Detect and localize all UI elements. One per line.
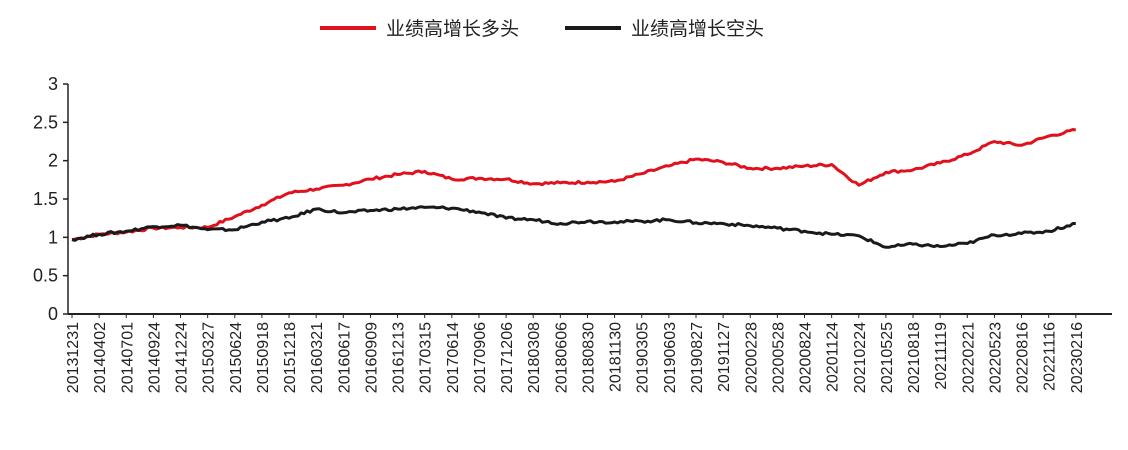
series-line-long <box>71 128 1077 242</box>
y-tick-label: 3 <box>48 74 58 94</box>
x-tick-label: 20141224 <box>174 322 191 393</box>
x-tick-label: 20150918 <box>255 322 272 393</box>
x-tick-label: 20160909 <box>363 322 380 393</box>
x-tick-label: 20180830 <box>580 322 597 393</box>
x-tick-label: 20210224 <box>852 322 869 393</box>
x-tick-label: 20200228 <box>743 322 760 393</box>
x-tick-label: 20221116 <box>1042 322 1059 391</box>
legend-item-long: 业绩高增长多头 <box>320 14 519 41</box>
x-tick-label: 20170614 <box>445 322 462 393</box>
legend: 业绩高增长多头 业绩高增长空头 <box>320 14 810 41</box>
x-tick-label: 20180606 <box>553 322 570 393</box>
x-tick-label: 20151218 <box>282 322 299 393</box>
x-tick-label: 20160617 <box>336 322 353 393</box>
x-tick-label: 20211119 <box>933 322 950 390</box>
x-tick-label: 20220221 <box>960 322 977 393</box>
y-tick-label: 0.5 <box>33 266 58 286</box>
x-tick-label: 20170315 <box>418 322 435 393</box>
legend-label-long: 业绩高增长多头 <box>386 19 520 40</box>
x-tick-label: 20200824 <box>798 322 815 393</box>
x-tick-label: 20190305 <box>635 322 652 393</box>
x-tick-label: 20210525 <box>879 322 896 393</box>
x-tick-label: 20201124 <box>825 322 842 392</box>
series-line-short <box>71 205 1076 249</box>
legend-label-short: 业绩高增长空头 <box>631 19 765 40</box>
x-tick-label: 20191127 <box>716 322 733 392</box>
x-tick-label: 20140924 <box>146 322 163 393</box>
x-tick-label: 20150327 <box>201 322 218 393</box>
x-tick-label: 20200528 <box>770 322 787 393</box>
y-tick-label: 1 <box>48 227 58 247</box>
y-tick-label: 0 <box>48 304 58 324</box>
x-tick-label: 20180308 <box>526 322 543 393</box>
x-tick-label: 20160321 <box>309 322 326 393</box>
y-tick-label: 1.5 <box>33 189 58 209</box>
x-tick-label: 20150624 <box>228 322 245 393</box>
x-tick-label: 20140402 <box>92 322 109 393</box>
x-tick-label: 20220523 <box>987 322 1004 393</box>
x-tick-label: 20161213 <box>391 322 408 393</box>
x-tick-label: 20131231 <box>65 322 82 393</box>
y-tick-label: 2 <box>48 151 58 171</box>
x-tick-label: 20171206 <box>499 322 516 393</box>
x-tick-label: 20190827 <box>689 322 706 393</box>
x-tick-label: 20210818 <box>906 322 923 393</box>
x-tick-label: 20230216 <box>1069 322 1086 393</box>
x-tick-label: 20181130 <box>608 322 625 392</box>
x-tick-label: 20140701 <box>119 322 136 393</box>
legend-swatch-long <box>320 25 376 30</box>
x-tick-label: 20190603 <box>662 322 679 393</box>
y-tick-label: 2.5 <box>33 112 58 132</box>
legend-item-short: 业绩高增长空头 <box>565 14 764 41</box>
legend-swatch-short <box>565 25 622 30</box>
x-tick-label: 20170906 <box>472 322 489 393</box>
x-tick-label: 20220816 <box>1015 322 1032 393</box>
